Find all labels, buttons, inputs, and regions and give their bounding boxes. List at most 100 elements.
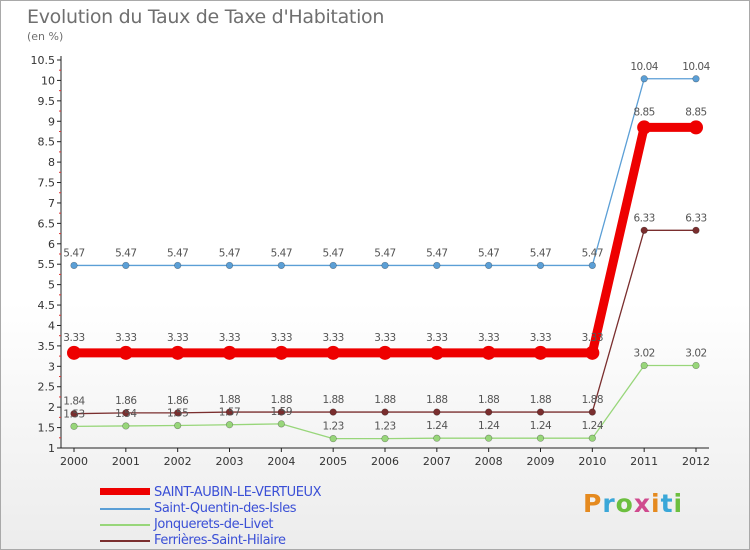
data-point (381, 261, 389, 270)
data-label: 1.24 (582, 420, 604, 432)
y-tick-label: 10.5 (31, 54, 56, 67)
data-point (689, 120, 703, 135)
data-label: 3.33 (426, 332, 447, 344)
data-point (122, 422, 130, 430)
x-tick-label: 2010 (578, 455, 606, 468)
data-label: 5.47 (115, 247, 136, 259)
data-point (433, 261, 441, 270)
data-point (692, 226, 700, 234)
data-point (588, 261, 596, 270)
data-label: 3.33 (271, 332, 292, 344)
data-point (122, 409, 130, 417)
logo-letter: P (583, 489, 603, 518)
data-point (640, 361, 648, 370)
y-tick-label: 3.5 (38, 340, 56, 353)
data-point (433, 408, 441, 416)
y-tick-label: 4 (48, 319, 55, 332)
data-label: 5.47 (582, 247, 603, 259)
data-label: 1.23 (374, 421, 395, 433)
data-point (692, 361, 700, 370)
data-label: 1.84 (63, 396, 85, 408)
data-point (174, 409, 182, 417)
data-point (70, 410, 78, 418)
logo-letter: i (673, 489, 684, 518)
x-tick-label: 2008 (475, 455, 503, 468)
data-point (536, 261, 545, 270)
data-label: 1.88 (322, 394, 343, 406)
data-point (70, 422, 78, 430)
data-point (588, 434, 596, 442)
data-label: 3.33 (63, 332, 84, 344)
data-label: 1.88 (582, 394, 603, 406)
data-point (326, 345, 341, 360)
data-point (485, 434, 493, 442)
data-label: 5.47 (219, 247, 240, 259)
x-tick-label: 2007 (423, 455, 451, 468)
chart-subtitle: (en %) (27, 30, 64, 43)
data-label: 3.33 (322, 332, 343, 344)
x-tick-label: 2005 (319, 455, 347, 468)
data-label: 5.47 (271, 247, 292, 259)
data-point (485, 261, 493, 270)
y-tick-label: 4.5 (38, 299, 56, 312)
data-label: 5.47 (322, 247, 343, 259)
y-tick-label: 10 (41, 74, 55, 87)
data-label: 1.86 (167, 395, 189, 407)
y-tick-label: 1.5 (38, 422, 56, 435)
data-point (329, 435, 337, 443)
data-point (67, 345, 81, 360)
data-label: 1.24 (530, 420, 552, 432)
data-point (225, 421, 234, 429)
y-tick-label: 5.5 (38, 258, 56, 271)
y-tick-label: 8.5 (38, 136, 56, 149)
data-point (277, 261, 285, 270)
series-line-0 (74, 122, 696, 358)
data-point (378, 345, 392, 360)
data-label: 3.02 (633, 347, 654, 359)
data-label: 5.47 (530, 247, 551, 259)
data-label: 1.23 (322, 421, 343, 433)
legend-label: Ferrières-Saint-Hilaire (154, 533, 286, 548)
data-label: 3.33 (115, 332, 136, 344)
logo-letter: r (602, 489, 616, 518)
data-point (174, 421, 182, 430)
data-label: 1.57 (219, 407, 240, 419)
x-tick-label: 2002 (164, 455, 192, 468)
data-label: 10.04 (630, 61, 658, 73)
data-point (277, 420, 285, 428)
data-point (481, 345, 496, 360)
data-label: 1.24 (478, 420, 500, 432)
data-point (692, 75, 700, 83)
data-label: 6.33 (633, 212, 654, 224)
data-point (533, 345, 548, 360)
data-label: 3.33 (219, 332, 240, 344)
data-point (588, 408, 596, 416)
data-point (640, 75, 648, 83)
data-label: 10.04 (682, 61, 710, 73)
data-label: 5.47 (478, 247, 499, 259)
data-point (222, 345, 237, 360)
y-tick-label: 8 (48, 156, 55, 169)
y-tick-label: 5 (48, 279, 55, 292)
data-label: 3.33 (530, 332, 551, 344)
data-point (429, 345, 444, 360)
data-point (536, 434, 545, 442)
x-tick-label: 2012 (682, 455, 710, 468)
legend-label: SAINT-AUBIN-LE-VERTUEUX (154, 485, 322, 500)
y-tick-label: 3 (48, 360, 55, 373)
data-point (70, 261, 78, 270)
data-label: 8.85 (633, 106, 654, 118)
data-label: 5.47 (426, 247, 447, 259)
y-tick-label: 2 (48, 401, 55, 414)
legend-swatch-ferrieres (100, 540, 150, 542)
data-label: 3.33 (167, 332, 188, 344)
data-point (225, 261, 234, 270)
proxiti-logo: Proxiti (583, 489, 683, 518)
data-label: 1.88 (271, 394, 292, 406)
data-label: 8.85 (685, 106, 706, 118)
legend-swatch-jonquerets (100, 524, 150, 526)
y-tick-label: 1 (48, 442, 55, 455)
data-point (274, 345, 289, 360)
y-tick-label: 9 (48, 115, 55, 128)
